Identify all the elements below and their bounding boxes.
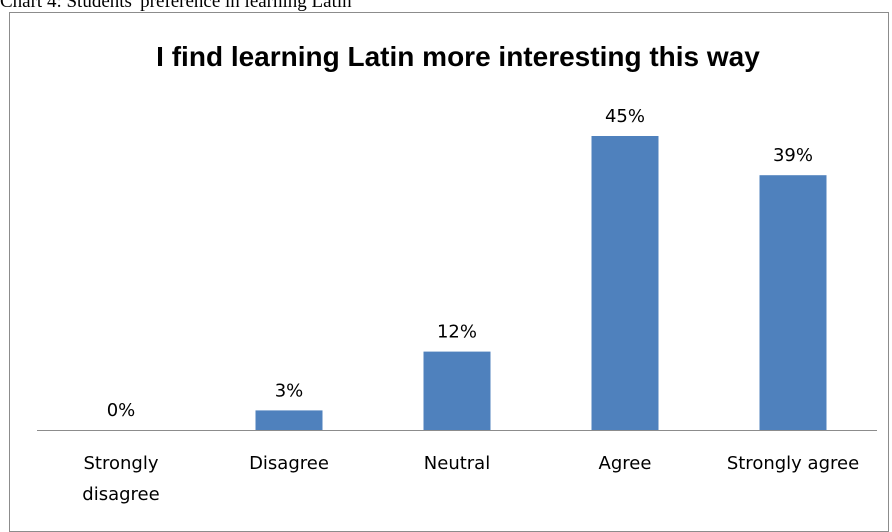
bar-3 [591, 136, 659, 430]
category-label-0-line-0: Strongly [84, 453, 159, 474]
category-label-1: Disagree [249, 453, 329, 474]
bars-group [255, 136, 827, 430]
bar-4 [759, 175, 827, 430]
bar-chart: I find learning Latin more interesting t… [37, 41, 877, 505]
bar-1 [255, 410, 323, 430]
category-label-4: Strongly agree [727, 453, 859, 474]
category-label-2: Neutral [424, 453, 490, 474]
value-label-0: 0% [107, 400, 136, 421]
chart-frame [9, 12, 889, 532]
value-label-4: 39% [773, 145, 813, 166]
value-label-2: 12% [437, 322, 477, 343]
chart-title: I find learning Latin more interesting t… [156, 41, 760, 72]
bar-2 [423, 351, 491, 430]
chart-caption: Chart 4: Students' preference in learnin… [0, 0, 352, 12]
value-label-3: 45% [605, 106, 645, 127]
value-labels-group: 0% 3% 12% 45% 39% [107, 106, 813, 421]
category-label-4-line-0: Strongly agree [727, 453, 859, 474]
value-label-1: 3% [275, 380, 304, 401]
category-label-2-line-0: Neutral [424, 453, 490, 474]
category-label-3-line-0: Agree [599, 453, 652, 474]
category-label-0: Strongly disagree [82, 453, 159, 505]
category-label-3: Agree [599, 453, 652, 474]
category-label-1-line-0: Disagree [249, 453, 329, 474]
category-label-0-line-1: disagree [82, 484, 159, 505]
category-labels-group: Strongly disagree Disagree Neutral Agree Stro… [82, 453, 859, 505]
